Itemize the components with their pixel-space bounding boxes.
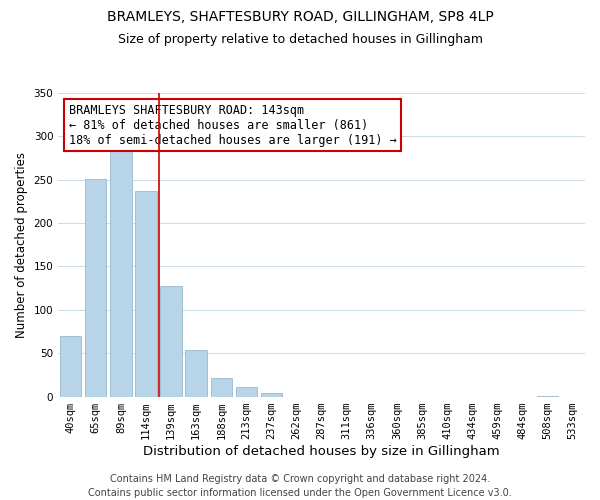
Bar (261, 393, 282, 396)
Bar (236, 387, 257, 396)
Bar (85, 179, 106, 396)
Bar (110, 148, 131, 396)
Text: Size of property relative to detached houses in Gillingham: Size of property relative to detached ho… (118, 32, 482, 46)
Bar (136, 191, 157, 396)
Text: BRAMLEYS, SHAFTESBURY ROAD, GILLINGHAM, SP8 4LP: BRAMLEYS, SHAFTESBURY ROAD, GILLINGHAM, … (107, 10, 493, 24)
Bar (185, 350, 207, 397)
Text: Contains HM Land Registry data © Crown copyright and database right 2024.
Contai: Contains HM Land Registry data © Crown c… (88, 474, 512, 498)
Bar (211, 378, 232, 396)
Bar (160, 286, 182, 397)
Y-axis label: Number of detached properties: Number of detached properties (15, 152, 28, 338)
Bar (60, 336, 82, 396)
Text: BRAMLEYS SHAFTESBURY ROAD: 143sqm
← 81% of detached houses are smaller (861)
18%: BRAMLEYS SHAFTESBURY ROAD: 143sqm ← 81% … (69, 104, 397, 146)
X-axis label: Distribution of detached houses by size in Gillingham: Distribution of detached houses by size … (143, 444, 500, 458)
